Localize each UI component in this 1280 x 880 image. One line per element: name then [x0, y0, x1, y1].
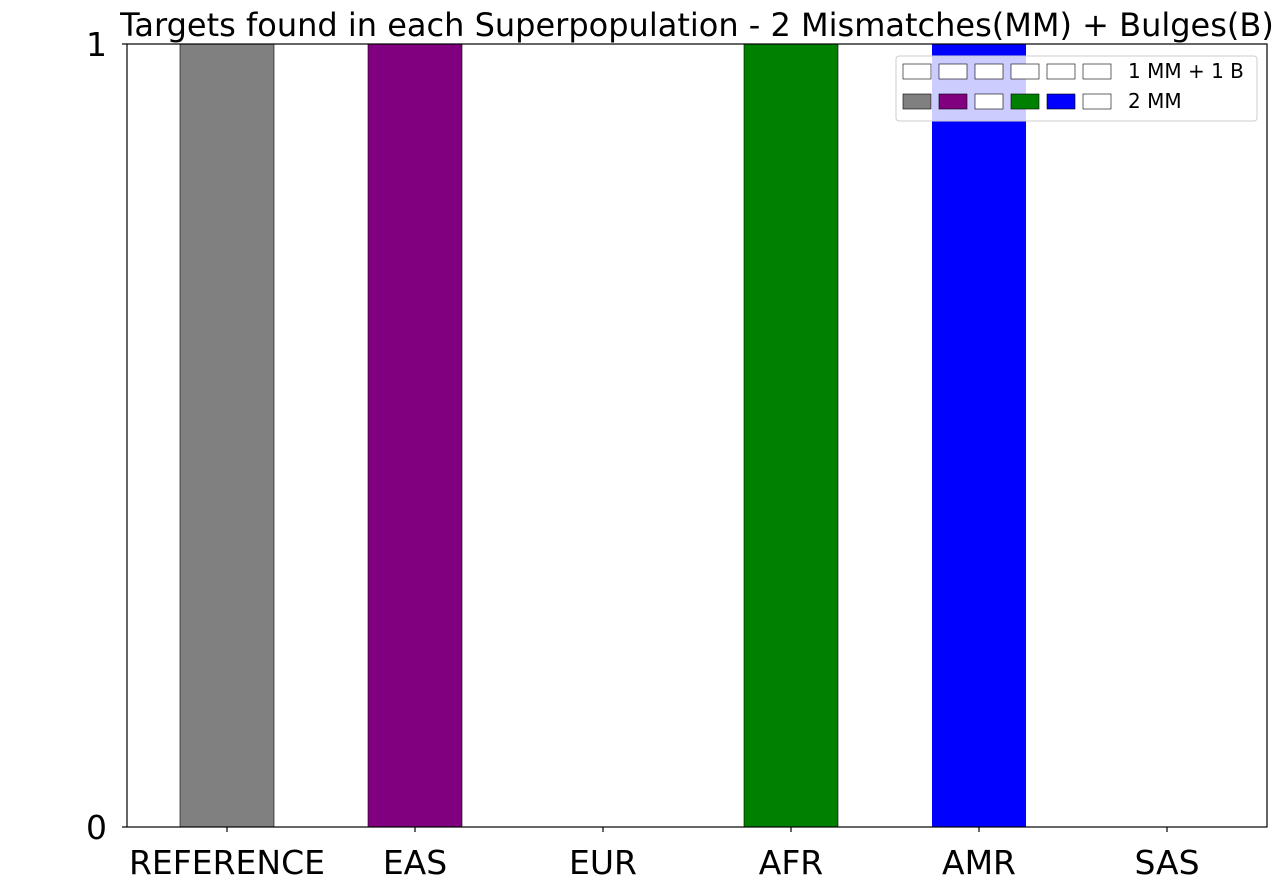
- bar-amr-series-1: [932, 44, 1026, 827]
- legend-swatch-series-1-sas: [1082, 93, 1112, 110]
- x-tick-label-eur: EUR: [569, 843, 637, 880]
- x-tick-label-sas: SAS: [1134, 843, 1199, 880]
- x-tick-label-amr: AMR: [942, 843, 1016, 880]
- legend-swatch-series-0-sas: [1082, 63, 1112, 80]
- plot-frame: [126, 43, 1268, 828]
- legend-swatch-series-1-afr: [1010, 93, 1040, 110]
- x-tick-label-afr: AFR: [759, 843, 824, 880]
- legend-swatch-series-0-eas: [938, 63, 968, 80]
- bar-reference-series-1: [179, 43, 275, 828]
- bar-afr-series-1: [743, 43, 839, 828]
- legend-swatch-series-1-amr: [1046, 93, 1076, 110]
- bar-eas-series-1: [367, 43, 463, 828]
- plot-area: [179, 43, 1026, 828]
- legend-swatch-series-0-afr: [1010, 63, 1040, 80]
- y-tick-label-0: 0: [86, 808, 107, 847]
- x-tick-label-eas: EAS: [383, 843, 447, 880]
- legend-swatch-series-0-reference: [902, 63, 932, 80]
- axes: REFERENCE EAS EUR AFR AMR SAS 0 1: [86, 25, 1200, 880]
- legend-swatch-series-0-eur: [974, 63, 1004, 80]
- legend-swatch-series-1-eur: [974, 93, 1004, 110]
- legend-swatch-series-0-amr: [1046, 63, 1076, 80]
- legend-swatch-series-1-eas: [938, 93, 968, 110]
- legend-label-series-0: 1 MM + 1 B: [1128, 59, 1244, 83]
- legend-label-series-1: 2 MM: [1128, 89, 1182, 113]
- x-tick-label-reference: REFERENCE: [129, 843, 325, 880]
- legend-swatch-series-1-reference: [902, 93, 932, 110]
- legend: 1 MM + 1 B 2 MM: [895, 55, 1258, 122]
- y-tick-label-1: 1: [86, 25, 107, 64]
- chart-title: Targets found in each Superpopulation - …: [119, 6, 1274, 44]
